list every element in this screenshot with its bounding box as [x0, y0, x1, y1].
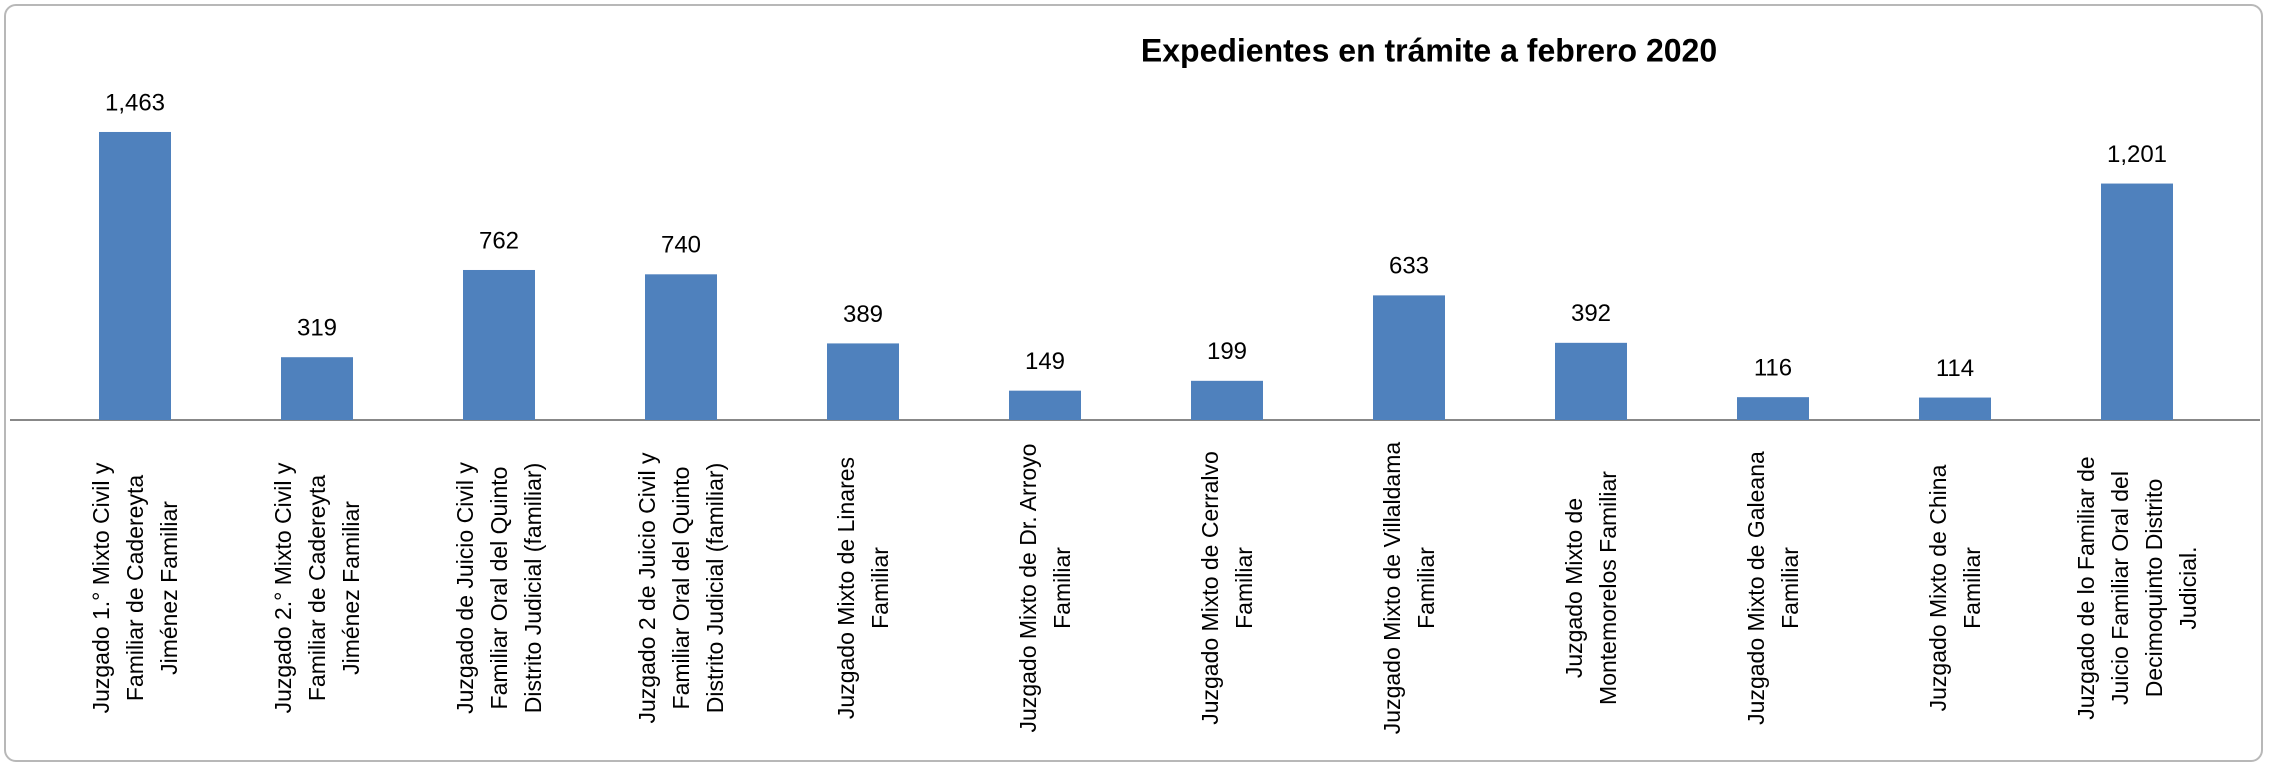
x-tick-label: Juzgado Mixto de Cerralvo Familiar	[1197, 451, 1257, 725]
x-tick-label: Juzgado Mixto de Dr. Arroyo Familiar	[1015, 443, 1075, 733]
bar	[281, 357, 353, 420]
x-tick-label: Juzgado Mixto de China Familiar	[1925, 464, 1985, 712]
bar	[1555, 342, 1627, 420]
x-tick-label: Juzgado Mixto de Villaldama Familiar	[1379, 441, 1439, 735]
data-label: 319	[297, 315, 337, 342]
data-label: 1,463	[105, 89, 165, 116]
bar	[1373, 295, 1445, 420]
bar	[1919, 397, 1991, 420]
bar	[1737, 397, 1809, 420]
chart-frame: Expedientes en trámite a febrero 2020 1,…	[4, 4, 2263, 762]
data-label: 392	[1571, 300, 1611, 327]
bar	[463, 269, 535, 420]
bar	[1191, 380, 1263, 420]
x-tick-label: Juzgado de Juicio Civil y Familiar Oral …	[452, 462, 546, 714]
data-label: 633	[1389, 253, 1429, 280]
data-label: 114	[1936, 355, 1974, 382]
x-tick-label: Juzgado 2 de Juicio Civil y Familiar Ora…	[634, 452, 728, 724]
data-label: 199	[1207, 338, 1247, 365]
x-tick-label: Juzgado de lo Familiar de Juicio Familia…	[2073, 456, 2201, 720]
data-label: 762	[479, 227, 519, 254]
x-tick-label: Juzgado 1.° Mixto Civil y Familiar de Ca…	[88, 462, 182, 714]
data-label: 740	[661, 232, 701, 259]
data-label: 149	[1025, 348, 1065, 375]
bar	[1009, 390, 1081, 420]
x-tick-label: Juzgado 2.° Mixto Civil y Familiar de Ca…	[270, 462, 364, 714]
data-label: 116	[1754, 355, 1792, 382]
x-tick-label: Juzgado Mixto de Linares Familiar	[833, 456, 893, 720]
bar	[827, 343, 899, 420]
bar	[2101, 183, 2173, 420]
x-tick-label: Juzgado Mixto de Galeana Familiar	[1743, 451, 1803, 725]
chart-title: Expedientes en trámite a febrero 2020	[1141, 32, 1717, 68]
bar	[645, 274, 717, 420]
bar	[99, 131, 171, 421]
data-label: 389	[843, 301, 883, 328]
chart: Expedientes en trámite a febrero 2020 1,…	[10, 32, 2260, 421]
data-label: 1,201	[2107, 141, 2167, 168]
x-tick-label: Juzgado Mixto de Montemorelos Familiar	[1561, 471, 1621, 705]
